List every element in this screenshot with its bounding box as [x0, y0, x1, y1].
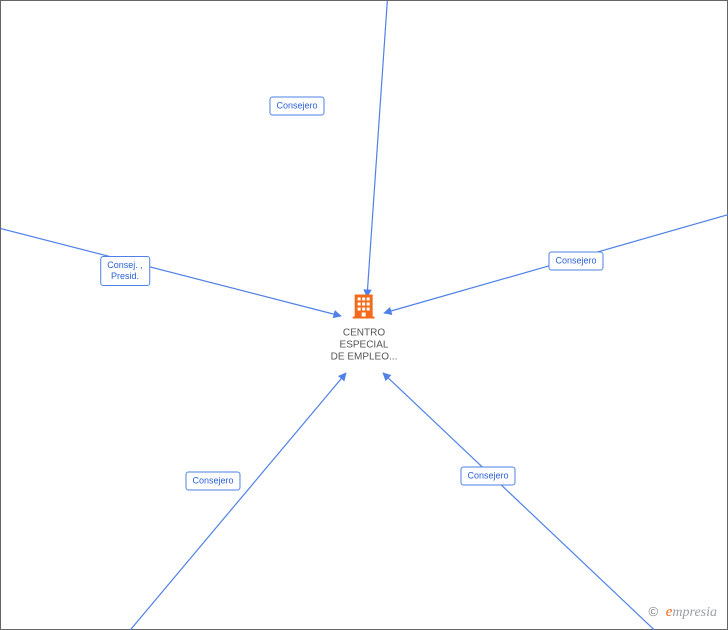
edge-label[interactable]: Consejero	[548, 252, 603, 271]
edge-line	[1, 226, 341, 316]
building-icon	[353, 293, 375, 319]
edge-label[interactable]: Consejero	[185, 472, 240, 491]
brand-rest: mpresia	[672, 605, 717, 620]
edge-label[interactable]: Consej. , Presid.	[100, 256, 150, 286]
edge-line	[121, 373, 346, 630]
edge-label[interactable]: Consejero	[269, 97, 324, 116]
center-node[interactable]: CENTRO ESPECIAL DE EMPLEO...	[331, 293, 398, 364]
edge-line	[367, 1, 388, 297]
watermark: © empresia	[649, 604, 717, 621]
edge-line	[383, 373, 666, 630]
center-node-label: CENTRO ESPECIAL DE EMPLEO...	[331, 328, 398, 364]
diagram-canvas: Consejero Consejero Consejero Consejero Cons…	[0, 0, 728, 630]
edge-label[interactable]: Consejero	[460, 467, 515, 486]
copyright-symbol: ©	[649, 604, 659, 619]
